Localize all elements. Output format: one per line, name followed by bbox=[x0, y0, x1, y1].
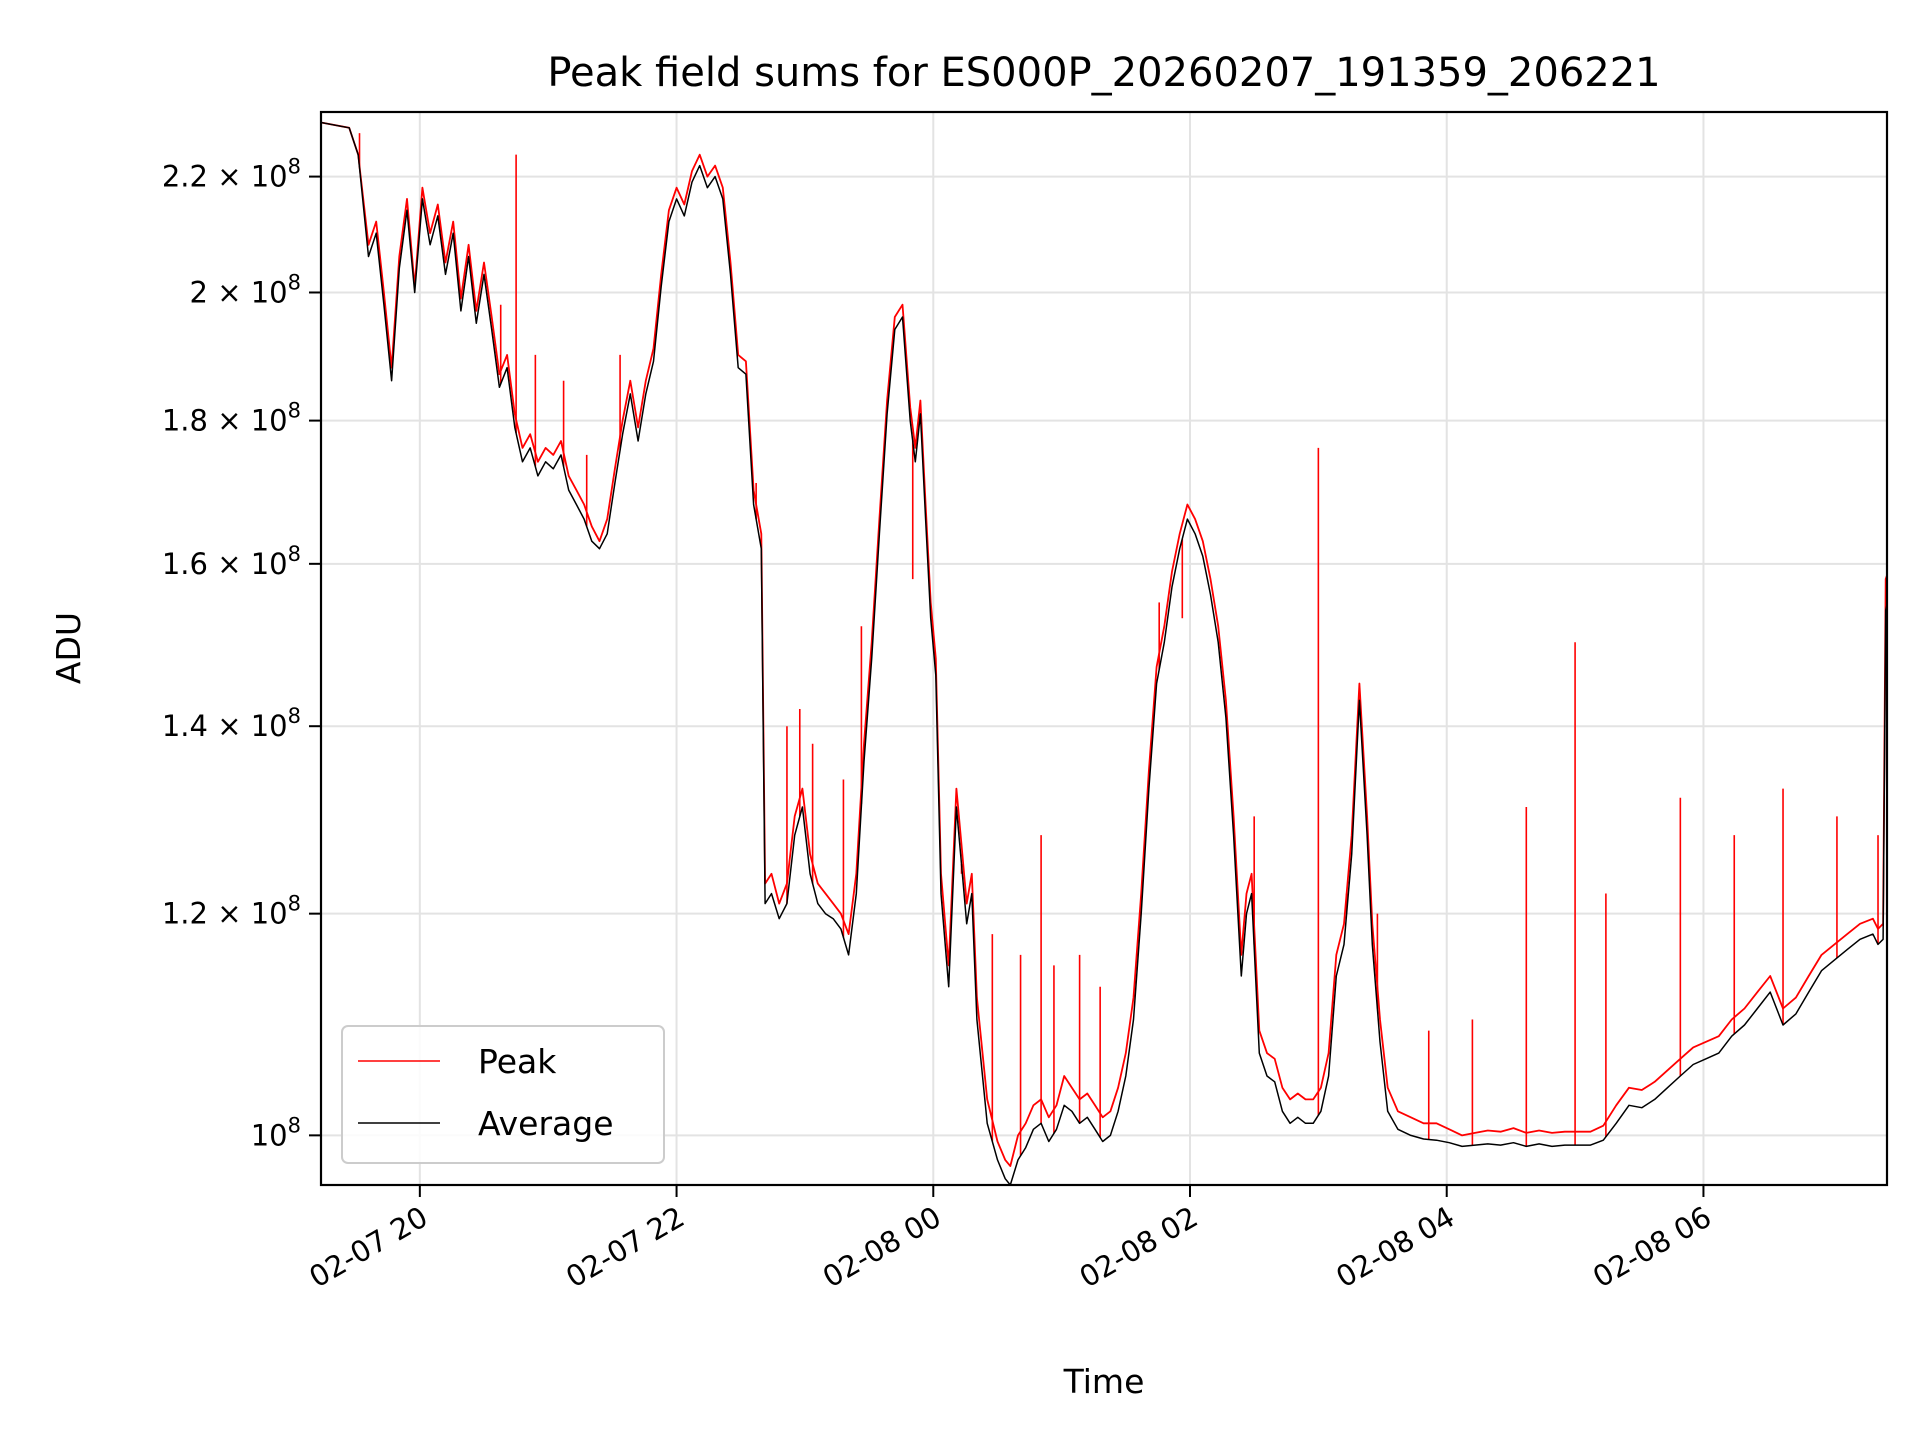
y-tick-label: 1.2 × 108 bbox=[162, 892, 301, 931]
legend-peak-label: Peak bbox=[478, 1042, 557, 1081]
y-axis-ticks: 108 1.2 × 108 1.4 × 108 1.6 × 108 1.8 × 108 2… bbox=[162, 155, 321, 1152]
y-tick-label: 2.2 × 108 bbox=[162, 155, 301, 194]
y-tick-label: 108 bbox=[251, 1113, 301, 1152]
legend: Peak Average bbox=[341, 1025, 665, 1164]
legend-average-label: Average bbox=[478, 1104, 614, 1143]
y-axis-label: ADU bbox=[49, 612, 88, 684]
y-tick-label: 2 × 108 bbox=[190, 270, 301, 309]
series-line-average bbox=[321, 121, 1887, 1185]
plot-frame bbox=[319, 110, 1889, 1187]
series-lines bbox=[321, 121, 1887, 1185]
peak-spikes bbox=[358, 133, 1888, 1156]
y-tick-label: 1.4 × 108 bbox=[162, 704, 301, 743]
y-tick-label: 1.6 × 108 bbox=[162, 542, 301, 581]
x-axis-label: Time bbox=[1063, 1362, 1145, 1401]
chart-title: Peak field sums for ES000P_20260207_1913… bbox=[547, 50, 1660, 96]
series-line-peak bbox=[321, 121, 1887, 1167]
y-tick-label: 1.8 × 108 bbox=[162, 399, 301, 438]
